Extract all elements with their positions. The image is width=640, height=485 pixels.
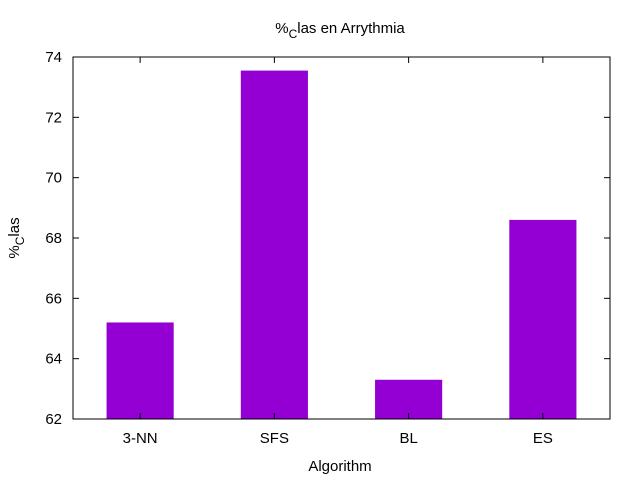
y-tick-label: 74 (45, 49, 62, 66)
y-tick-label: 70 (45, 170, 62, 187)
bar-sfs (240, 70, 308, 419)
bar-3-nn (106, 322, 174, 419)
x-tick-label: BL (399, 430, 417, 447)
x-tick-label: ES (533, 430, 553, 447)
bars-layer (106, 70, 577, 419)
x-axis-title: Algorithm (308, 458, 371, 475)
x-tick-label: 3-NN (123, 430, 158, 447)
bar-es (509, 219, 577, 419)
plot-frame (72, 56, 611, 420)
y-tick-label: 64 (45, 351, 62, 368)
y-tick-label: 62 (45, 411, 62, 428)
y-axis-title: %Clas (6, 217, 27, 258)
bar-bl (375, 379, 443, 419)
chart-title: %Clas en Arrythmia (275, 20, 405, 41)
y-tick-label: 68 (45, 230, 62, 247)
x-tick-label: SFS (260, 430, 289, 447)
tick-labels-layer: 3-NN SFS BL ES 62 64 66 68 70 72 74 (45, 49, 553, 447)
y-tick-label: 72 (45, 109, 62, 126)
y-tick-label: 66 (45, 290, 62, 307)
